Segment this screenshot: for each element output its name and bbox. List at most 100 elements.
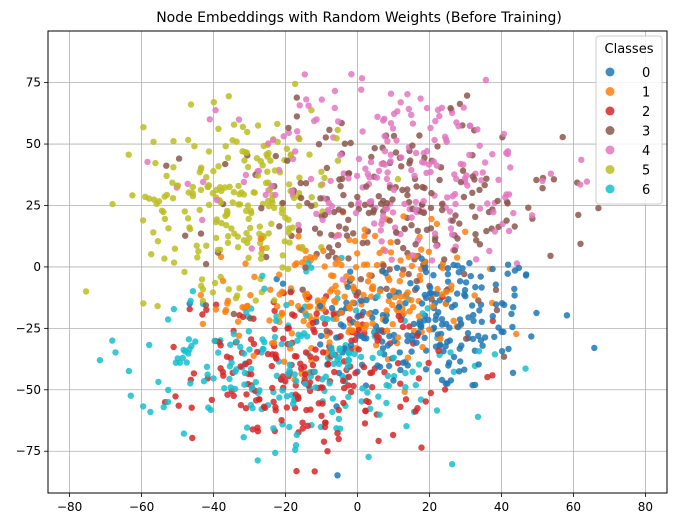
data-point-class-1	[300, 317, 307, 325]
y-tick-label: 0	[33, 260, 41, 274]
data-point-class-6	[449, 461, 456, 468]
data-point-class-6	[260, 346, 267, 353]
legend-marker-5	[605, 165, 615, 174]
data-point-class-2	[441, 386, 449, 393]
data-point-class-3	[182, 232, 189, 239]
data-point-class-2	[199, 311, 206, 318]
data-point-class-6	[319, 315, 327, 322]
data-point-class-3	[386, 217, 393, 224]
data-point-class-2	[289, 311, 296, 318]
data-point-class-3	[370, 207, 377, 214]
data-point-class-4	[409, 252, 416, 259]
data-point-class-4	[355, 155, 363, 163]
data-point-class-2	[313, 310, 320, 317]
data-point-class-3	[347, 201, 355, 208]
data-point-class-4	[358, 86, 365, 93]
data-point-class-2	[299, 419, 306, 426]
data-point-class-2	[312, 355, 320, 362]
data-point-class-2	[309, 361, 317, 369]
legend-marker-0	[605, 67, 615, 77]
data-point-class-2	[287, 289, 294, 296]
data-point-class-3	[323, 327, 330, 335]
data-point-class-1	[257, 235, 264, 243]
data-point-class-0	[379, 345, 387, 352]
data-point-class-6	[326, 380, 333, 387]
data-point-class-6	[475, 348, 483, 355]
data-point-class-0	[395, 303, 403, 310]
data-point-class-6	[256, 387, 263, 394]
data-point-class-3	[323, 164, 331, 172]
data-point-class-3	[392, 229, 400, 236]
data-point-class-5	[209, 190, 217, 197]
data-point-class-4	[384, 169, 391, 176]
data-point-class-5	[205, 183, 212, 190]
data-point-class-4	[411, 172, 418, 179]
data-point-class-6	[417, 396, 425, 403]
legend-marker-6	[605, 184, 615, 194]
data-point-class-4	[340, 170, 347, 177]
data-point-class-2	[318, 412, 325, 419]
data-point-class-6	[351, 350, 358, 358]
data-point-class-3	[293, 94, 300, 101]
data-point-class-0	[466, 259, 473, 267]
data-point-class-5	[306, 151, 313, 158]
data-point-class-3	[472, 213, 479, 220]
data-point-class-3	[342, 225, 349, 232]
data-point-class-5	[212, 234, 220, 242]
data-point-class-5	[245, 215, 252, 223]
data-point-class-1	[276, 271, 283, 278]
data-point-class-3	[438, 206, 446, 214]
data-point-class-3	[468, 203, 476, 210]
data-point-class-6	[328, 344, 335, 351]
data-point-class-4	[467, 122, 474, 129]
data-point-class-3	[339, 208, 346, 215]
data-point-class-5	[197, 166, 204, 173]
data-point-class-6	[205, 404, 212, 411]
data-point-class-0	[509, 369, 517, 376]
data-point-class-2	[293, 467, 300, 475]
data-point-class-6	[273, 317, 280, 324]
data-point-class-6	[254, 457, 261, 464]
data-point-class-2	[264, 350, 272, 358]
data-point-class-5	[245, 254, 252, 261]
data-point-class-0	[505, 345, 512, 353]
data-point-class-5	[236, 285, 243, 292]
data-point-class-6	[259, 336, 266, 343]
data-point-class-1	[389, 301, 396, 309]
data-point-class-1	[428, 215, 435, 223]
data-point-class-5	[170, 164, 177, 171]
data-point-class-0	[493, 301, 500, 308]
data-point-class-5	[234, 292, 241, 299]
data-point-class-3	[330, 208, 338, 216]
data-point-class-2	[375, 437, 382, 445]
data-point-class-3	[469, 173, 476, 180]
data-point-class-5	[161, 255, 168, 262]
legend-label-5: 5	[642, 164, 650, 179]
data-point-class-6	[376, 349, 384, 357]
data-point-class-2	[170, 343, 177, 351]
data-point-class-3	[357, 276, 365, 283]
data-point-class-5	[238, 189, 245, 196]
data-point-class-3	[175, 155, 183, 162]
data-point-class-4	[481, 159, 489, 166]
data-point-class-6	[294, 337, 301, 344]
data-point-class-0	[418, 255, 425, 262]
data-point-class-1	[247, 292, 254, 299]
data-point-class-5	[290, 194, 298, 202]
data-point-class-5	[248, 209, 255, 217]
data-point-class-2	[335, 406, 342, 414]
data-point-class-5	[394, 175, 402, 183]
data-point-class-5	[264, 168, 271, 175]
data-point-class-0	[563, 312, 571, 319]
data-point-class-4	[528, 212, 536, 219]
data-point-class-3	[308, 202, 315, 210]
data-point-class-1	[394, 334, 402, 341]
data-point-class-4	[382, 247, 389, 255]
data-point-class-0	[489, 313, 496, 320]
data-point-class-0	[369, 314, 376, 322]
data-point-class-3	[293, 113, 301, 120]
data-point-class-6	[292, 442, 300, 449]
data-point-class-1	[279, 310, 286, 317]
data-point-class-0	[445, 296, 452, 303]
legend-label-1: 1	[642, 86, 650, 101]
